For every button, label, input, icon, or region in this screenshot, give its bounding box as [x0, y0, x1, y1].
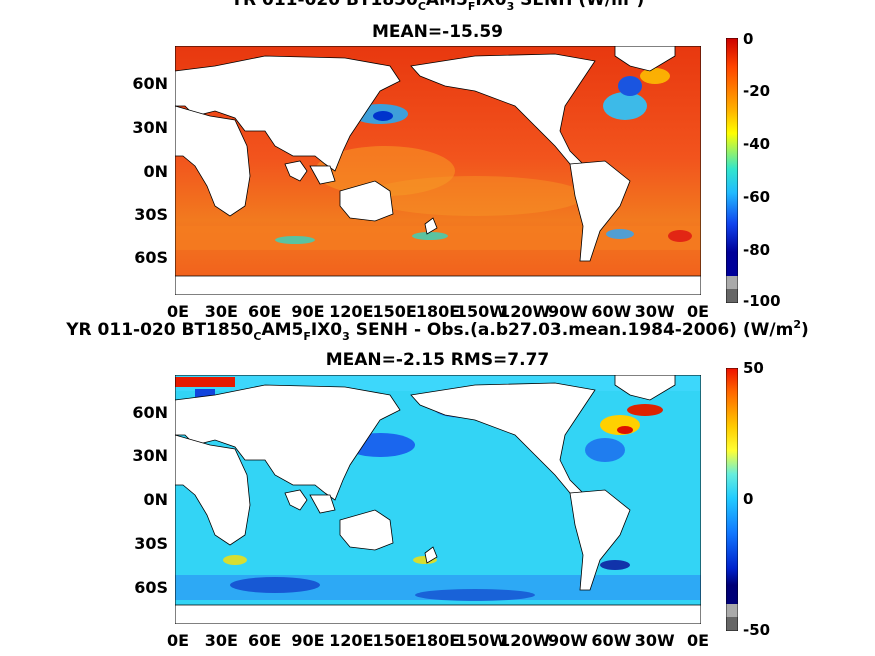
lat-label: 0N [143, 162, 168, 181]
lon-label: 0E [166, 631, 190, 650]
panel2-colorbar [726, 368, 738, 631]
panel1-continents [175, 46, 701, 295]
panel2-cb-label: 50 [743, 359, 764, 377]
panel1-cb-label: -60 [743, 188, 771, 206]
lat-label: 30N [132, 118, 168, 137]
lat-label: 60N [132, 403, 168, 422]
panel1-title-line1: YR 011-020 BT1850CAM5FIX03 SENH (W/m2) [230, 0, 645, 13]
lat-label: 30S [134, 205, 168, 224]
lat-label: 60S [134, 578, 168, 597]
lon-label: 30W [634, 631, 675, 650]
panel2-title-line1: YR 011-020 BT1850CAM5FIX03 SENH - Obs.(a… [66, 318, 809, 343]
lon-label: 60E [248, 302, 282, 321]
lat-label: 60N [132, 74, 168, 93]
lon-label: 30E [204, 302, 238, 321]
lon-label: 30W [634, 302, 675, 321]
lon-label: 30E [204, 631, 238, 650]
panel2-continents [175, 375, 701, 624]
lon-label: 120W [499, 302, 551, 321]
panel1-cb-label: 0 [743, 30, 754, 48]
lon-label: 60W [591, 631, 632, 650]
lon-label: 150W [455, 631, 507, 650]
lon-label: 90E [291, 631, 325, 650]
lon-label: 120E [329, 631, 374, 650]
lon-label: 60E [248, 631, 282, 650]
panel1-cb-label: -40 [743, 135, 771, 153]
panel1-colorbar [726, 38, 738, 303]
panel1-cb-label: -20 [743, 82, 771, 100]
lon-label: 0E [686, 302, 710, 321]
lon-label: 0E [166, 302, 190, 321]
lat-label: 30N [132, 446, 168, 465]
lon-label: 120W [499, 631, 551, 650]
lat-label: 60S [134, 248, 168, 267]
lon-label: 90W [548, 302, 588, 321]
panel1-cb-label: -100 [743, 292, 781, 310]
lon-label: 90E [291, 302, 325, 321]
lon-label: 120E [329, 302, 374, 321]
panel1-map [175, 46, 701, 295]
panel2-cb-label: -50 [743, 621, 771, 639]
panel1-gulfstream-feature [603, 92, 647, 120]
lon-label: 150W [455, 302, 507, 321]
panel2-map [175, 375, 701, 624]
lat-label: 0N [143, 490, 168, 509]
panel2-cb-label: 0 [743, 490, 754, 508]
lon-label: 150E [372, 631, 417, 650]
panel1-mean-label: MEAN=-15.59 [372, 22, 503, 42]
lat-label: 30S [134, 534, 168, 553]
lon-label: 180E [415, 631, 461, 650]
lon-label: 180E [415, 302, 461, 321]
lon-label: 90W [548, 631, 588, 650]
panel2-stats-label: MEAN=-2.15 RMS=7.77 [325, 350, 550, 370]
lon-label: 0E [686, 631, 710, 650]
panel1-cb-label: -80 [743, 241, 771, 259]
lon-label: 150E [372, 302, 417, 321]
lon-label: 60W [591, 302, 632, 321]
